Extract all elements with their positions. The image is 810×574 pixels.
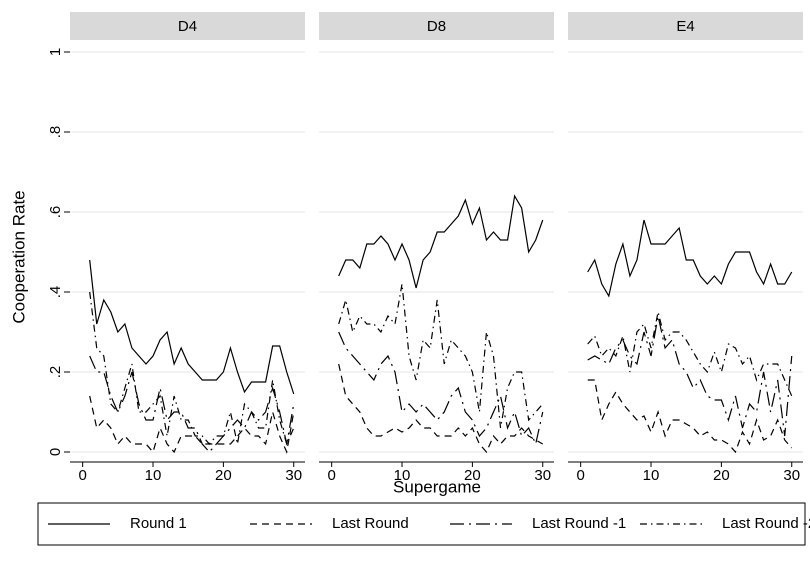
series-line [338,331,544,446]
x-tick-label: 20 [215,467,232,484]
series-line [338,194,544,289]
y-tick-label: .4 [47,286,64,299]
panel-title: D4 [178,18,197,35]
panel-title: D8 [427,18,446,35]
panel-header [70,12,305,40]
y-axis-label: Cooperation Rate [9,190,28,323]
x-tick-label: 10 [643,467,660,484]
y-tick-label: .8 [47,126,64,139]
y-tick-label: .2 [47,366,64,379]
x-tick-label: 30 [783,467,800,484]
panel-header [568,12,803,40]
series-line [587,311,793,397]
legend-box [37,502,806,546]
x-tick-label: 20 [464,467,481,484]
panel-header [319,12,554,40]
x-axis-label: Supergame [393,477,481,496]
x-tick-label: 20 [713,467,730,484]
legend-label: Last Round -2 [722,515,810,532]
series-line [89,395,295,455]
series-line [89,259,295,395]
series-line [338,283,544,429]
x-tick-label: 30 [534,467,551,484]
y-tick-label: 1 [47,48,64,56]
panel-title: E4 [676,18,694,35]
x-tick-label: 0 [78,467,86,484]
legend-label: Round 1 [130,515,187,532]
y-tick-label: 0 [47,448,64,456]
x-tick-label: 10 [145,467,162,484]
series-line [587,315,793,437]
series-line [338,363,544,454]
legend-label: Last Round -1 [532,515,626,532]
x-tick-label: 0 [576,467,584,484]
y-tick-label: .6 [47,206,64,219]
series-line [587,219,793,298]
series-line [587,379,793,454]
series-line [89,291,295,446]
x-tick-label: 10 [394,467,411,484]
x-tick-label: 0 [327,467,335,484]
x-tick-label: 30 [285,467,302,484]
legend-label: Last Round [332,515,409,532]
